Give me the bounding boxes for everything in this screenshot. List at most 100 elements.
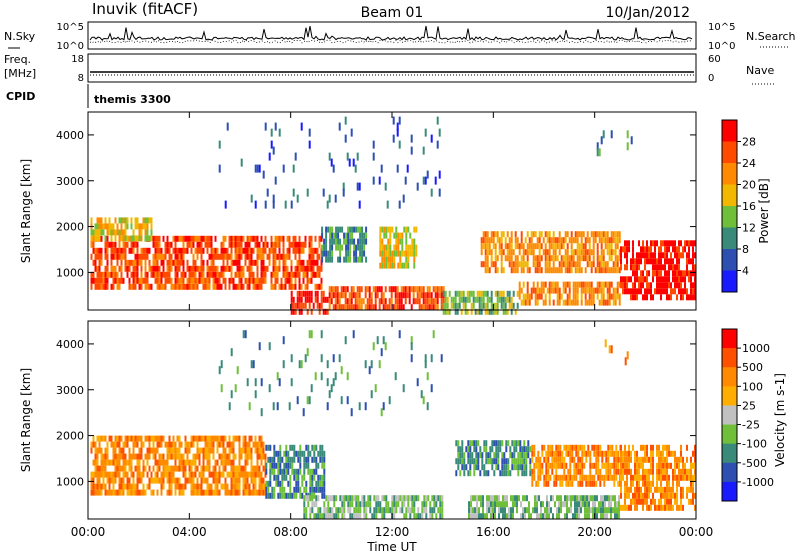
data-cell — [106, 229, 109, 236]
data-cell — [389, 250, 392, 257]
data-cell — [602, 287, 605, 294]
data-cell — [194, 259, 197, 266]
data-cell — [670, 258, 672, 265]
data-cell — [439, 495, 442, 502]
data-cell — [426, 304, 429, 311]
data-cell — [128, 447, 131, 454]
data-cell — [383, 513, 386, 520]
data-cell — [164, 271, 167, 278]
data-cell — [607, 444, 610, 451]
data-cell — [575, 444, 578, 451]
data-cell — [556, 513, 558, 520]
data-cell — [346, 286, 349, 293]
data-cell — [108, 483, 111, 490]
data-cell — [660, 282, 662, 289]
data-cell — [624, 456, 626, 463]
data-cell — [306, 277, 309, 284]
data-cell — [616, 231, 619, 238]
data-cell — [250, 265, 253, 272]
data-cell — [482, 261, 485, 268]
colorbar-segment — [722, 348, 737, 368]
data-cell — [296, 296, 299, 303]
data-cell — [346, 298, 349, 305]
data-cell — [660, 480, 662, 487]
data-cell — [277, 450, 280, 457]
data-cell — [110, 235, 113, 242]
data-cell — [425, 501, 428, 508]
data-cell — [281, 480, 284, 487]
data-cell — [518, 243, 521, 250]
data-cell — [102, 223, 105, 230]
data-cell — [630, 456, 632, 463]
data-cell — [279, 444, 282, 451]
data-cell — [658, 474, 660, 481]
data-cell — [486, 237, 489, 244]
data-cell — [282, 164, 285, 173]
data-cell — [90, 441, 93, 448]
data-cell — [460, 296, 463, 303]
data-cell — [269, 462, 272, 469]
data-cell — [148, 259, 151, 266]
data-cell — [575, 474, 578, 481]
data-cell — [562, 501, 564, 508]
data-cell — [622, 456, 624, 463]
data-cell — [379, 226, 382, 233]
data-cell — [570, 507, 572, 514]
data-cell — [224, 200, 227, 209]
data-cell — [174, 453, 177, 460]
data-cell — [650, 450, 652, 457]
data-cell — [321, 492, 324, 499]
data-cell — [250, 247, 253, 254]
data-cell — [198, 247, 201, 254]
data-cell — [238, 459, 241, 466]
data-cell — [662, 456, 664, 463]
data-cell — [558, 495, 560, 502]
data-cell — [690, 276, 692, 283]
data-cell — [535, 456, 538, 463]
data-cell — [118, 241, 121, 248]
data-cell — [654, 252, 656, 259]
data-cell — [384, 286, 387, 293]
data-cell — [94, 247, 97, 254]
data-cell — [216, 441, 219, 448]
data-cell — [658, 450, 660, 457]
data-cell — [620, 444, 622, 451]
data-cell — [610, 293, 613, 300]
data-cell — [196, 477, 199, 484]
data-cell — [128, 453, 131, 460]
data-cell — [584, 495, 586, 502]
data-cell — [314, 247, 317, 254]
data-cell — [331, 226, 334, 233]
data-cell — [262, 477, 265, 484]
data-cell — [562, 243, 565, 250]
data-cell — [198, 489, 201, 496]
data-cell — [366, 298, 369, 305]
data-cell — [320, 283, 323, 290]
data-cell — [638, 456, 640, 463]
data-cell — [593, 462, 596, 469]
data-cell — [200, 465, 203, 472]
data-cell — [168, 241, 171, 248]
data-cell — [204, 235, 207, 242]
data-cell — [444, 308, 447, 315]
data-cell — [124, 435, 127, 442]
data-cell — [391, 495, 394, 502]
data-cell — [230, 465, 233, 472]
data-cell — [435, 513, 438, 520]
data-cell — [234, 435, 237, 442]
data-cell — [597, 456, 600, 463]
data-cell — [580, 501, 582, 508]
data-cell — [660, 456, 662, 463]
data-cell — [543, 456, 546, 463]
data-cell — [596, 287, 599, 294]
data-cell — [510, 237, 513, 244]
data-cell — [122, 477, 125, 484]
data-cell — [553, 450, 556, 457]
data-cell — [524, 249, 527, 256]
data-cell — [270, 277, 273, 284]
data-cell — [638, 462, 640, 469]
data-cell — [413, 495, 416, 502]
data-cell — [218, 441, 221, 448]
data-cell — [264, 265, 267, 272]
data-cell — [250, 447, 253, 454]
